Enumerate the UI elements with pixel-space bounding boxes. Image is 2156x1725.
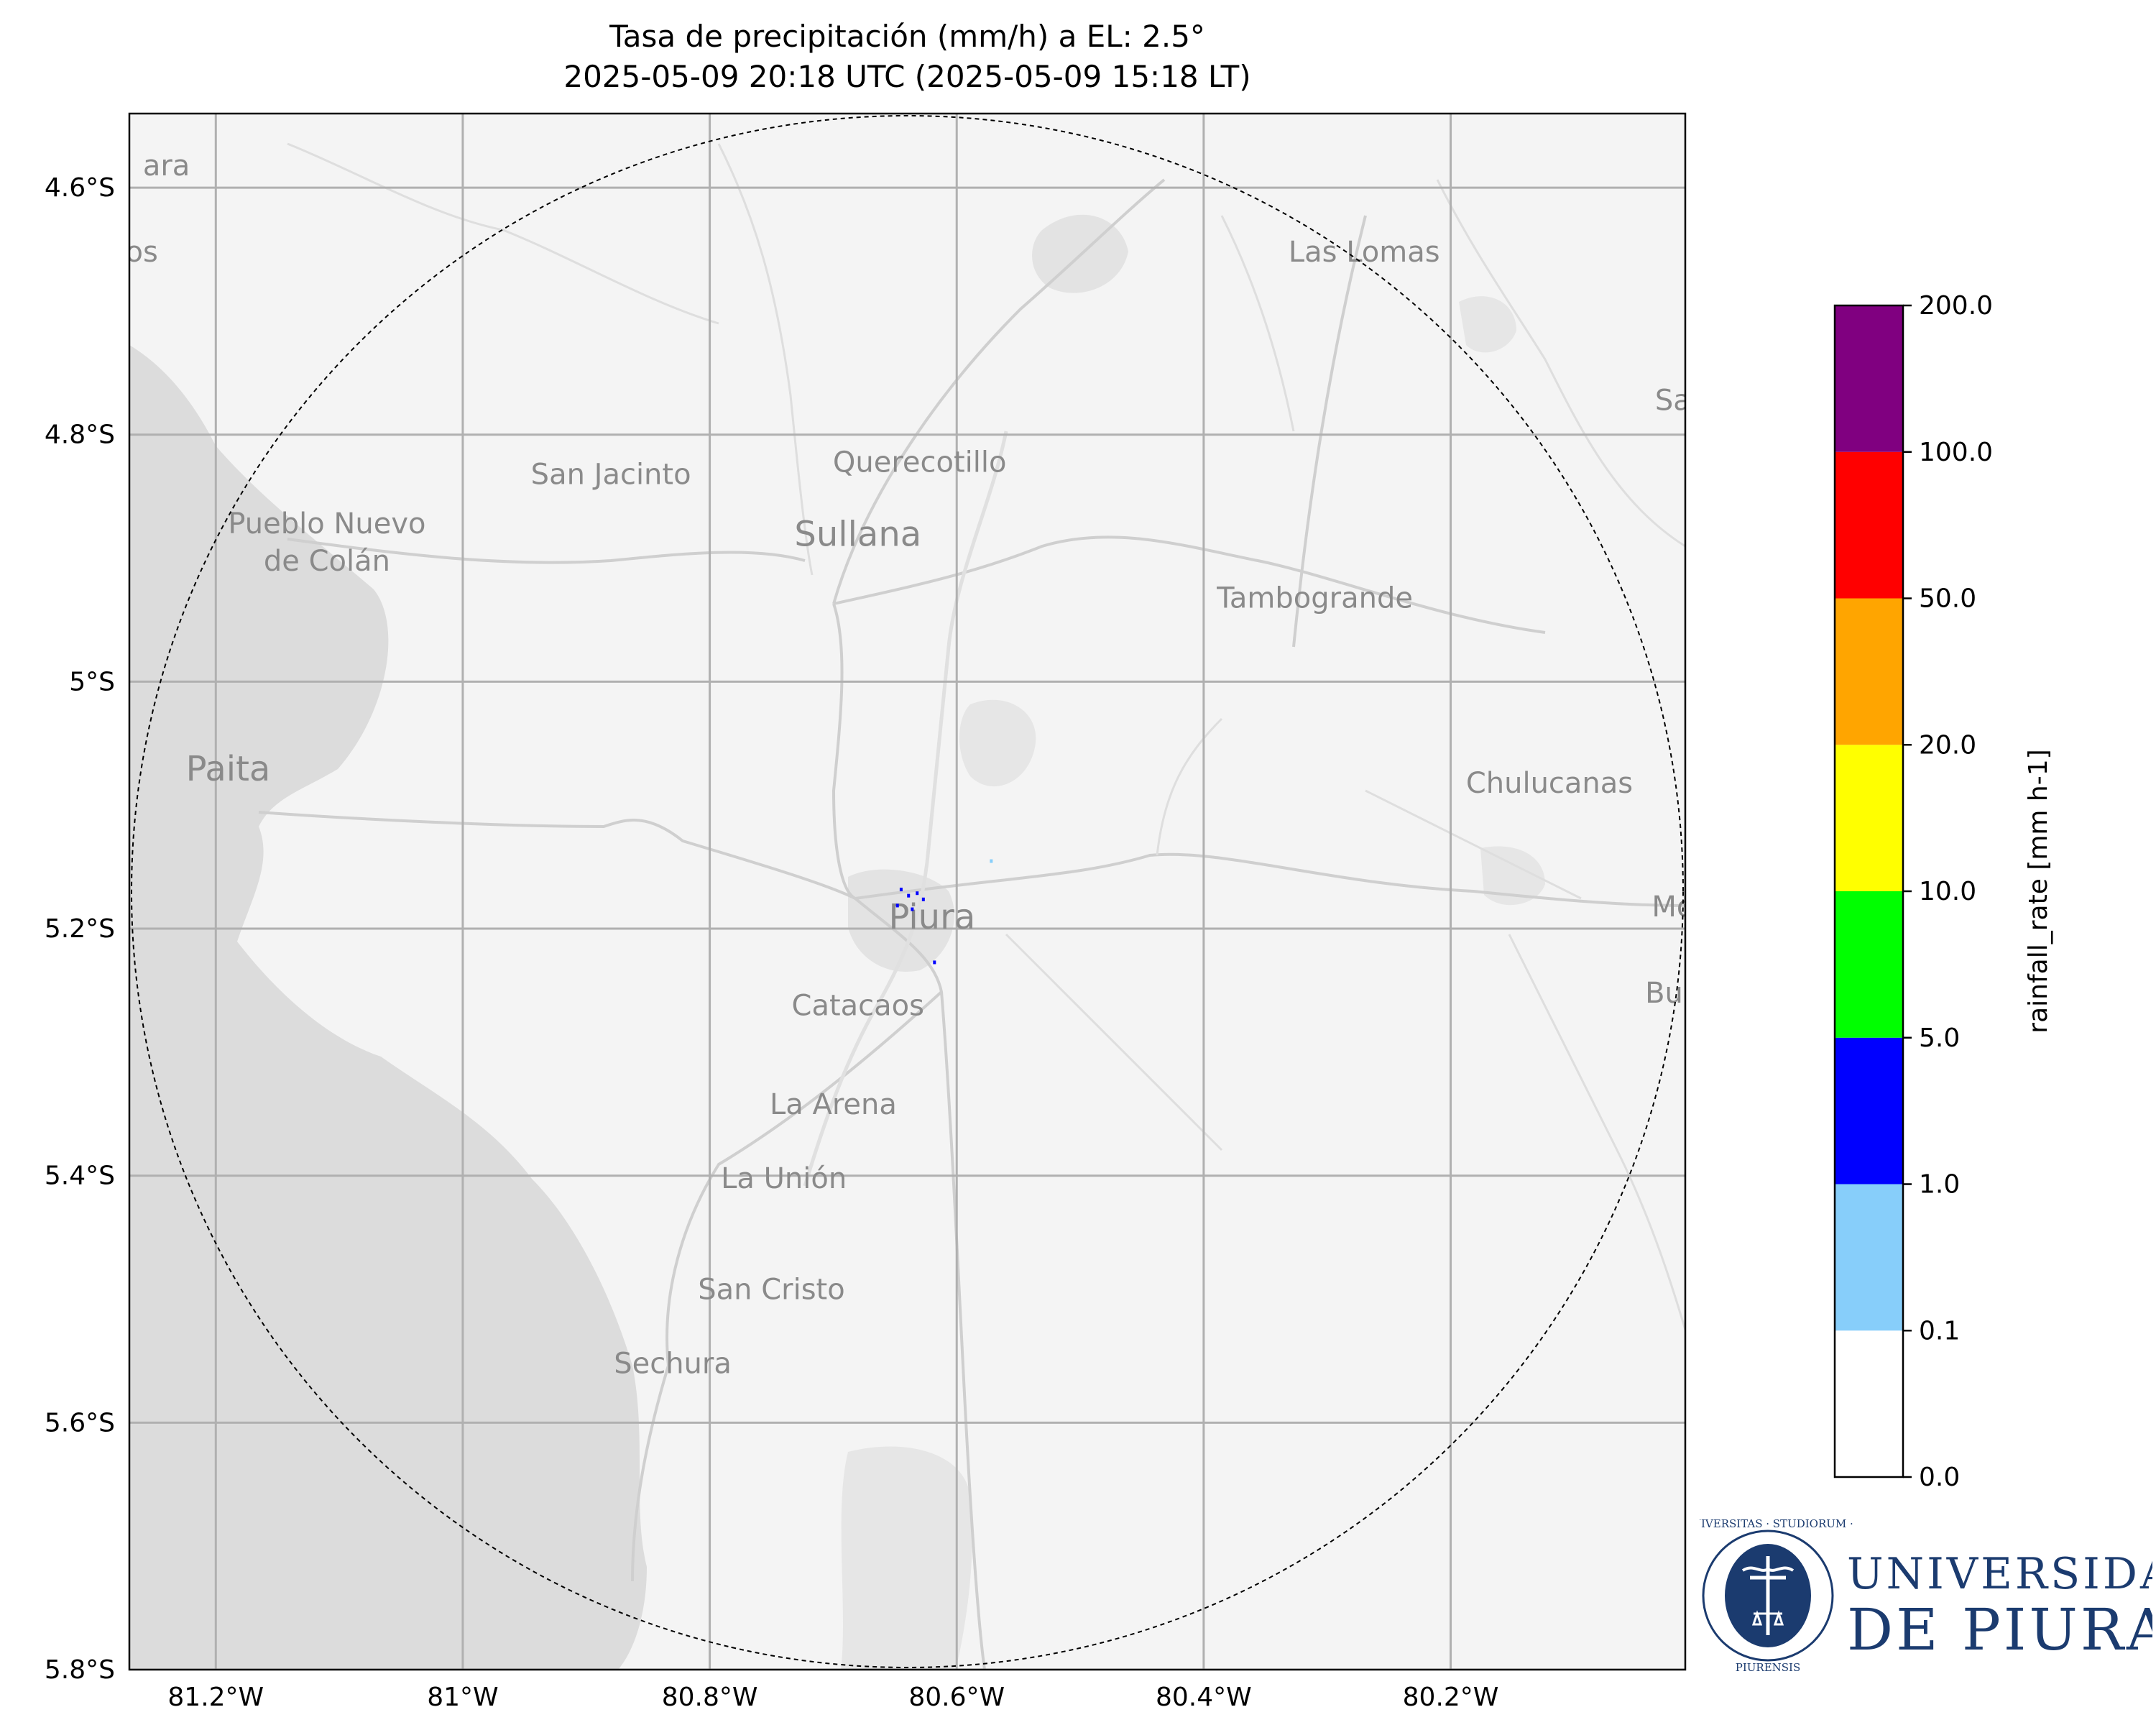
rain-pixel bbox=[990, 859, 993, 863]
urban-area bbox=[1480, 846, 1545, 906]
colorbar-segment bbox=[1835, 305, 1903, 452]
place-label: ara bbox=[143, 150, 190, 183]
logo-line2: DE PIURA bbox=[1847, 1596, 2152, 1663]
place-label: os bbox=[126, 236, 158, 269]
place-label: Paita bbox=[186, 749, 271, 789]
chart-subtitle: 2025-05-09 20:18 UTC (2025-05-09 15:18 L… bbox=[563, 59, 1251, 94]
rain-pixel bbox=[899, 888, 903, 892]
river bbox=[803, 431, 1008, 1187]
x-tick-label: 80.4°W bbox=[1156, 1683, 1252, 1712]
place-label: Bue bbox=[1645, 977, 1700, 1010]
rain-pixel bbox=[916, 891, 919, 896]
y-tick-label: 4.6°S bbox=[45, 173, 115, 203]
rain-pixel bbox=[911, 907, 914, 911]
axis-ticks: 81.2°W 81°W 80.8°W 80.6°W 80.4°W 80.2°W 4.6°S 4… bbox=[45, 173, 1499, 1712]
place-label: Las Lomas bbox=[1289, 236, 1440, 269]
urban-area bbox=[1459, 296, 1516, 353]
place-label: Sechura bbox=[614, 1348, 732, 1381]
place-label: Sa bbox=[1655, 384, 1691, 417]
urban-area bbox=[841, 1446, 972, 1670]
university-seal: UNIVERSITAS · STUDIORUM · PIURENSIS bbox=[1700, 1517, 1853, 1674]
place-label: Catacaos bbox=[792, 989, 924, 1022]
place-label: La Arena bbox=[770, 1088, 897, 1121]
colorbar-segment bbox=[1835, 891, 1903, 1038]
colorbar-tick-label: 5.0 bbox=[1919, 1024, 1960, 1053]
place-label: Querecotillo bbox=[833, 446, 1007, 479]
ocean bbox=[129, 345, 647, 1670]
rain-pixel bbox=[895, 903, 899, 908]
y-tick-label: 4.8°S bbox=[45, 420, 115, 450]
x-tick-label: 81°W bbox=[427, 1683, 498, 1712]
colorbar-tick-label: 50.0 bbox=[1919, 584, 1976, 614]
urban-area bbox=[959, 699, 1036, 787]
roads bbox=[258, 178, 1685, 1670]
x-tick-label: 80.2°W bbox=[1403, 1683, 1499, 1712]
y-tick-label: 5.6°S bbox=[45, 1408, 115, 1438]
x-tick-label: 80.8°W bbox=[662, 1683, 758, 1712]
axes-frame bbox=[128, 112, 1687, 1671]
rain-pixel bbox=[907, 893, 911, 898]
place-label: Piura bbox=[888, 897, 975, 937]
place-label: Pueblo Nuevo bbox=[228, 507, 425, 540]
seal-bottom-text: PIURENSIS bbox=[1736, 1661, 1801, 1674]
place-label: Sullana bbox=[794, 514, 921, 554]
rain-pixel bbox=[921, 897, 925, 901]
logo-line1: UNIVERSIDAD bbox=[1847, 1549, 2152, 1599]
place-label: Mo bbox=[1651, 891, 1694, 924]
university-logo: UNIVERSITAS · STUDIORUM · PIURENSIS UNIV… bbox=[1700, 1517, 2152, 1674]
y-tick-label: 5.4°S bbox=[45, 1162, 115, 1191]
colorbar: 0.0 0.1 1.0 5.0 10.0 20.0 50.0 100.0 200.0 rainfa… bbox=[1833, 291, 2053, 1492]
colorbar-segment bbox=[1835, 598, 1903, 745]
radar-range-ring bbox=[131, 115, 1684, 1668]
colorbar-label: rainfall_rate [mm h-1] bbox=[2024, 749, 2053, 1033]
colorbar-segment bbox=[1835, 1184, 1903, 1331]
seal-top-text: UNIVERSITAS · STUDIORUM · bbox=[1700, 1517, 1853, 1530]
place-label: San Jacinto bbox=[531, 458, 691, 491]
colorbar-segment bbox=[1835, 745, 1903, 891]
place-label: Chulucanas bbox=[1466, 767, 1633, 800]
colorbar-segment bbox=[1835, 1037, 1903, 1184]
y-tick-label: 5.8°S bbox=[45, 1655, 115, 1685]
colorbar-tick-label: 10.0 bbox=[1919, 877, 1976, 906]
colorbar-tick-label: 1.0 bbox=[1919, 1170, 1960, 1200]
chart-title: Tasa de precipitación (mm/h) a EL: 2.5° bbox=[609, 19, 1205, 54]
colorbar-segment bbox=[1835, 451, 1903, 599]
colorbar-segment bbox=[1835, 1330, 1903, 1477]
rain-pixels bbox=[895, 859, 993, 965]
colorbar-tick-label: 20.0 bbox=[1919, 730, 1976, 760]
colorbar-tick-label: 100.0 bbox=[1919, 438, 1993, 467]
y-tick-label: 5.2°S bbox=[45, 914, 115, 944]
place-label: Tambogrande bbox=[1216, 581, 1413, 615]
rain-pixel bbox=[933, 960, 936, 965]
colorbar-tick-label: 0.1 bbox=[1919, 1316, 1960, 1346]
x-tick-label: 80.6°W bbox=[908, 1683, 1005, 1712]
place-labels: Las Lomas San Jacinto Querecotillo Sullana P… bbox=[126, 150, 1700, 1381]
place-label: San Cristo bbox=[698, 1274, 844, 1307]
place-label: de Colán bbox=[264, 545, 390, 578]
x-tick-label: 81.2°W bbox=[167, 1683, 264, 1712]
gridlines bbox=[129, 114, 1685, 1670]
place-label: La Unión bbox=[721, 1162, 847, 1195]
y-tick-label: 5°S bbox=[69, 667, 115, 696]
colorbar-tick-label: 0.0 bbox=[1919, 1463, 1960, 1492]
colorbar-tick-label: 200.0 bbox=[1919, 291, 1993, 321]
minor-roads bbox=[287, 142, 1685, 1330]
basemap bbox=[129, 114, 1685, 1670]
